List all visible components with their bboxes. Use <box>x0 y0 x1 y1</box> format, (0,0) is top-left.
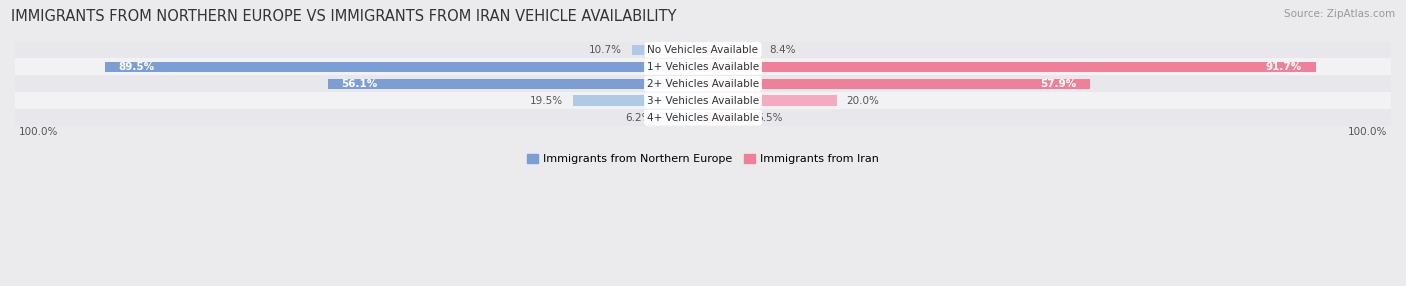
Bar <box>15 58 1391 75</box>
Bar <box>703 62 1316 72</box>
Bar <box>15 75 1391 92</box>
Bar <box>15 41 1391 58</box>
Bar <box>703 112 747 123</box>
Bar <box>15 92 1391 109</box>
Text: 20.0%: 20.0% <box>846 96 880 106</box>
Text: 57.9%: 57.9% <box>1040 79 1077 89</box>
Bar <box>703 79 1090 89</box>
Bar <box>703 45 759 55</box>
Text: 89.5%: 89.5% <box>118 62 155 72</box>
Text: 100.0%: 100.0% <box>1348 127 1388 137</box>
Text: No Vehicles Available: No Vehicles Available <box>648 45 758 55</box>
Bar <box>105 62 703 72</box>
Text: 2+ Vehicles Available: 2+ Vehicles Available <box>647 79 759 89</box>
Bar <box>631 45 703 55</box>
Bar <box>703 96 837 106</box>
Text: 19.5%: 19.5% <box>530 96 562 106</box>
Text: 4+ Vehicles Available: 4+ Vehicles Available <box>647 113 759 122</box>
Text: 100.0%: 100.0% <box>18 127 58 137</box>
Text: IMMIGRANTS FROM NORTHERN EUROPE VS IMMIGRANTS FROM IRAN VEHICLE AVAILABILITY: IMMIGRANTS FROM NORTHERN EUROPE VS IMMIG… <box>11 9 676 23</box>
Text: 8.4%: 8.4% <box>769 45 796 55</box>
Text: Source: ZipAtlas.com: Source: ZipAtlas.com <box>1284 9 1395 19</box>
Bar <box>662 112 703 123</box>
Bar <box>328 79 703 89</box>
Text: 56.1%: 56.1% <box>342 79 378 89</box>
Text: 6.2%: 6.2% <box>626 113 651 122</box>
Text: 91.7%: 91.7% <box>1265 62 1302 72</box>
Text: 10.7%: 10.7% <box>589 45 621 55</box>
Text: 1+ Vehicles Available: 1+ Vehicles Available <box>647 62 759 72</box>
Bar <box>572 96 703 106</box>
Text: 6.5%: 6.5% <box>756 113 783 122</box>
Legend: Immigrants from Northern Europe, Immigrants from Iran: Immigrants from Northern Europe, Immigra… <box>522 149 884 169</box>
Text: 3+ Vehicles Available: 3+ Vehicles Available <box>647 96 759 106</box>
Bar <box>15 109 1391 126</box>
